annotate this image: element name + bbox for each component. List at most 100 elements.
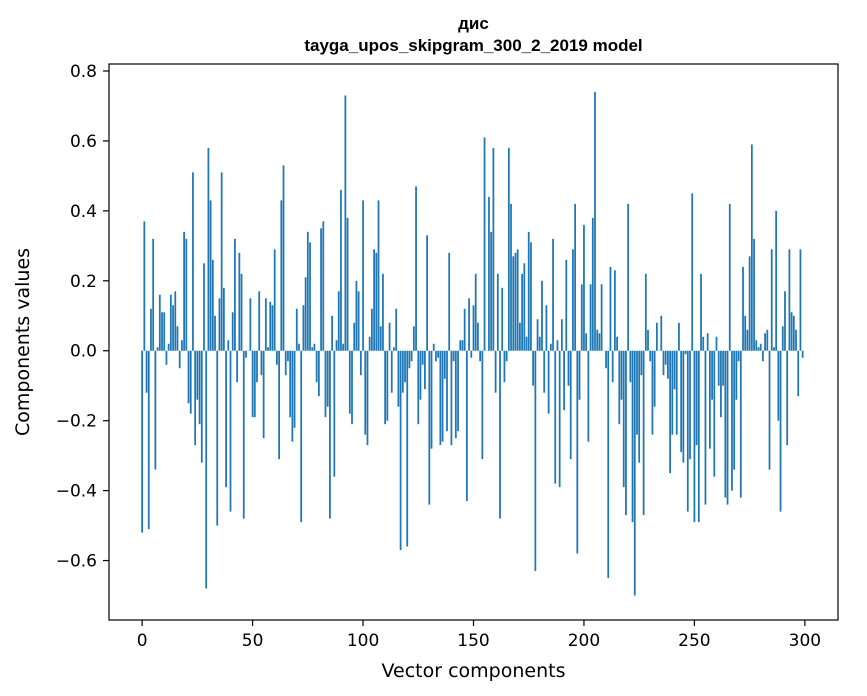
bar-4 bbox=[150, 308, 152, 351]
bar-34 bbox=[216, 350, 219, 526]
bar-26 bbox=[198, 350, 201, 425]
bar-20 bbox=[185, 238, 188, 351]
bar-151 bbox=[474, 273, 477, 351]
bar-59 bbox=[271, 305, 274, 351]
bar-259 bbox=[713, 350, 716, 477]
y-tick-label: 0.6 bbox=[70, 132, 97, 152]
bar-179 bbox=[536, 319, 539, 351]
bar-85 bbox=[329, 350, 331, 519]
bar-124 bbox=[415, 186, 417, 351]
bar-119 bbox=[404, 350, 406, 383]
bar-258 bbox=[711, 350, 713, 400]
bar-239 bbox=[669, 350, 671, 474]
bar-44 bbox=[238, 252, 241, 351]
bar-138 bbox=[446, 350, 448, 432]
bar-201 bbox=[585, 333, 588, 351]
bar-43 bbox=[236, 350, 239, 383]
bar-165 bbox=[505, 350, 508, 362]
bar-82 bbox=[322, 221, 325, 351]
bar-136 bbox=[441, 350, 444, 442]
bar-145 bbox=[461, 340, 464, 351]
x-tick-label: 150 bbox=[457, 631, 489, 651]
bar-32 bbox=[211, 259, 214, 351]
bar-263 bbox=[722, 350, 725, 386]
bar-38 bbox=[225, 350, 227, 488]
bar-272 bbox=[742, 266, 744, 351]
bar-242 bbox=[675, 350, 678, 435]
bar-182 bbox=[543, 350, 546, 393]
bar-35 bbox=[218, 298, 221, 351]
bar-90 bbox=[340, 189, 342, 351]
bar-120 bbox=[406, 350, 409, 547]
bar-93 bbox=[346, 217, 349, 351]
bar-144 bbox=[459, 340, 462, 351]
bar-149 bbox=[470, 350, 473, 358]
bar-269 bbox=[735, 350, 738, 400]
bar-299 bbox=[801, 350, 804, 358]
bar-212 bbox=[609, 266, 612, 351]
bar-55 bbox=[262, 350, 265, 439]
y-tick-label: −0.4 bbox=[56, 482, 97, 502]
bar-30 bbox=[207, 147, 210, 351]
bar-264 bbox=[724, 350, 727, 498]
bar-233 bbox=[655, 322, 658, 351]
bar-105 bbox=[373, 249, 375, 351]
bar-21 bbox=[187, 350, 190, 404]
bar-222 bbox=[631, 350, 634, 523]
bar-53 bbox=[258, 291, 261, 351]
bar-24 bbox=[194, 350, 197, 446]
bar-73 bbox=[302, 305, 305, 351]
bar-47 bbox=[245, 350, 247, 358]
bar-51 bbox=[253, 350, 256, 418]
bar-5 bbox=[152, 238, 155, 351]
bar-297 bbox=[797, 350, 800, 397]
bar-215 bbox=[616, 336, 618, 351]
bar-295 bbox=[792, 315, 795, 351]
bar-129 bbox=[426, 235, 428, 351]
bar-102 bbox=[366, 350, 369, 446]
bar-192 bbox=[565, 259, 568, 351]
bar-162 bbox=[499, 350, 501, 519]
bar-228 bbox=[644, 273, 647, 351]
bar-49 bbox=[249, 298, 252, 351]
bar-153 bbox=[479, 350, 482, 362]
bar-177 bbox=[532, 350, 535, 386]
bar-88 bbox=[335, 340, 338, 351]
bar-207 bbox=[598, 333, 601, 351]
bar-143 bbox=[457, 350, 459, 432]
bar-161 bbox=[496, 273, 499, 351]
bar-41 bbox=[231, 312, 234, 351]
bar-265 bbox=[726, 350, 729, 505]
bar-141 bbox=[452, 350, 455, 362]
bar-6 bbox=[154, 350, 157, 470]
bar-294 bbox=[790, 312, 793, 351]
y-tick-label: −0.6 bbox=[56, 552, 97, 572]
bar-29 bbox=[205, 350, 208, 589]
bar-113 bbox=[390, 350, 393, 393]
bar-210 bbox=[605, 350, 607, 369]
bar-244 bbox=[680, 350, 683, 453]
bar-107 bbox=[377, 200, 380, 351]
bar-220 bbox=[627, 203, 630, 351]
bar-25 bbox=[196, 350, 199, 400]
bar-287 bbox=[775, 210, 778, 351]
bar-298 bbox=[799, 249, 802, 351]
bar-168 bbox=[512, 256, 515, 351]
bar-54 bbox=[260, 350, 263, 376]
bar-166 bbox=[507, 147, 510, 351]
bar-97 bbox=[355, 280, 358, 351]
bar-178 bbox=[534, 350, 537, 572]
bar-1 bbox=[143, 221, 146, 351]
bar-150 bbox=[472, 305, 475, 351]
bar-226 bbox=[640, 350, 643, 376]
bar-238 bbox=[667, 350, 669, 379]
bars-group bbox=[141, 91, 804, 596]
bar-37 bbox=[222, 287, 225, 351]
bar-211 bbox=[607, 350, 610, 579]
bar-236 bbox=[662, 350, 665, 376]
bar-175 bbox=[527, 231, 530, 351]
bar-147 bbox=[465, 350, 468, 502]
bar-160 bbox=[494, 350, 497, 393]
x-tick-label: 50 bbox=[242, 631, 264, 651]
bar-94 bbox=[348, 350, 351, 414]
